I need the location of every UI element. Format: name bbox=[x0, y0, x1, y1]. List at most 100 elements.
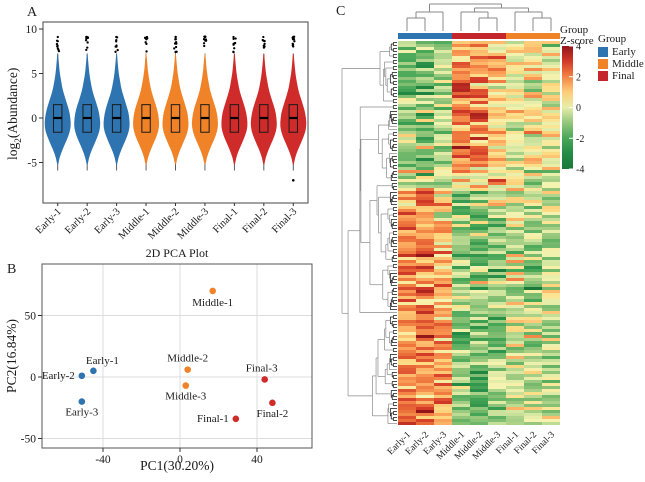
data-point bbox=[269, 399, 276, 407]
violin-early-3 bbox=[103, 35, 130, 171]
y-tick-label: -50 bbox=[21, 433, 37, 445]
colorbar-tick-label: 0 bbox=[576, 103, 581, 114]
x-tick-label: 0 bbox=[177, 454, 183, 466]
pca-point-middle-2: Middle-2 bbox=[167, 353, 208, 373]
point-label: Early-2 bbox=[42, 370, 75, 382]
outlier-dot bbox=[57, 48, 60, 51]
outlier-dot bbox=[262, 35, 265, 39]
data-point bbox=[232, 415, 240, 423]
legend-item-final: Final bbox=[598, 70, 644, 82]
outlier-dot bbox=[55, 39, 59, 42]
data-point bbox=[78, 398, 86, 405]
data-point bbox=[90, 367, 97, 375]
data-point bbox=[184, 366, 191, 373]
outlier-dot bbox=[202, 38, 206, 41]
outlier-dot bbox=[115, 40, 118, 43]
pca-point-early-3: Early-3 bbox=[65, 398, 99, 419]
outlier-dot bbox=[116, 48, 119, 52]
data-point bbox=[209, 287, 217, 295]
outlier-dot bbox=[55, 42, 59, 46]
outlier-dot bbox=[174, 45, 178, 49]
outlier-dot bbox=[232, 37, 235, 40]
outlier-dot bbox=[232, 43, 235, 46]
outlier-dot bbox=[85, 48, 88, 52]
outlier-dot bbox=[232, 35, 235, 39]
x-category-label: Early-2 bbox=[63, 206, 93, 236]
pca-x-axis-label: PC1(30.20%) bbox=[140, 458, 214, 473]
pca-plot-panel: -40 0 40 50 0 -50 Early-1 Early-2 Early-3 Middle-… bbox=[21, 263, 313, 466]
heatmap-panel: Early-1Early-2Early-3Middle-1Middle-2Mid… bbox=[341, 3, 584, 462]
violin-shape bbox=[221, 53, 248, 165]
point-label: Middle-2 bbox=[167, 353, 208, 365]
y-tick-label: 0 bbox=[30, 372, 36, 384]
outlier-dot bbox=[145, 50, 148, 53]
outlier-dot bbox=[145, 37, 148, 41]
outlier-dot bbox=[114, 50, 117, 53]
outlier-dot bbox=[293, 40, 296, 43]
point-label: Middle-1 bbox=[192, 297, 233, 309]
violin-early-2 bbox=[74, 35, 101, 171]
point-label: Final-1 bbox=[197, 413, 229, 425]
data-point bbox=[78, 372, 86, 380]
pca-point-final-3: Final-3 bbox=[246, 362, 278, 383]
outlier-dot bbox=[114, 45, 117, 48]
point-label: Final-3 bbox=[246, 362, 278, 374]
violin-final-3 bbox=[280, 35, 307, 171]
colorbar-tick-label: -4 bbox=[576, 165, 584, 176]
outlier-dot bbox=[174, 35, 177, 39]
point-label: Final-2 bbox=[257, 408, 289, 420]
early-swatch-icon bbox=[598, 47, 608, 57]
x-category-label: Final-3 bbox=[270, 206, 299, 235]
outlier-dot bbox=[86, 36, 90, 39]
outlier-dot bbox=[263, 39, 266, 43]
violin-middle-3 bbox=[191, 35, 218, 171]
point-label: Middle-3 bbox=[165, 391, 206, 403]
panel-b-letter: B bbox=[7, 262, 17, 277]
data-point bbox=[182, 382, 190, 389]
annotation-bar-label: Group bbox=[560, 24, 589, 36]
point-label: Early-1 bbox=[86, 355, 119, 367]
outlier-dot bbox=[145, 35, 149, 39]
panel-a-letter: A bbox=[27, 5, 38, 20]
violin-shape bbox=[44, 53, 71, 165]
outlier-dot bbox=[291, 43, 295, 46]
colorbar-tick-label: 2 bbox=[576, 72, 581, 83]
outlier-dot bbox=[263, 42, 266, 46]
outlier-dot bbox=[115, 35, 118, 39]
x-category-label: Final-1 bbox=[211, 206, 240, 235]
x-category-label: Middle-3 bbox=[176, 206, 211, 240]
heatmap-cells bbox=[398, 41, 560, 425]
row-dendrogram bbox=[341, 42, 397, 424]
outlier-dot bbox=[202, 42, 206, 45]
outlier-dot bbox=[84, 39, 88, 42]
pca-point-early-1: Early-1 bbox=[86, 355, 119, 375]
violin-middle-1 bbox=[133, 35, 160, 171]
x-tick-label: 40 bbox=[251, 454, 263, 466]
outlier-dot bbox=[262, 46, 266, 49]
outlier-dot bbox=[292, 35, 295, 39]
group-annotation-bar bbox=[398, 33, 560, 39]
outlier-dot bbox=[56, 35, 59, 39]
legend-item-early: Early bbox=[598, 46, 644, 58]
x-tick-label: -40 bbox=[95, 454, 111, 466]
legend-item-final-label: Final bbox=[612, 70, 635, 82]
pca-point-middle-1: Middle-1 bbox=[192, 287, 233, 309]
outlier-dot bbox=[145, 42, 148, 46]
outlier-dot bbox=[173, 47, 176, 50]
y-tick-label: 5 bbox=[31, 68, 37, 80]
data-point bbox=[261, 376, 269, 383]
outlier-dot bbox=[203, 35, 207, 39]
x-category-label: Final-2 bbox=[241, 206, 270, 235]
group-legend-title: Group bbox=[598, 33, 627, 45]
violin-early-1 bbox=[44, 35, 71, 171]
violin-middle-2 bbox=[162, 35, 189, 171]
pca-point-middle-3: Middle-3 bbox=[165, 382, 207, 403]
outlier-dot bbox=[173, 42, 177, 45]
y-tick-label: 0 bbox=[31, 113, 37, 125]
colorbar-label: Z-score bbox=[560, 35, 594, 47]
y-tick-label: -5 bbox=[27, 157, 37, 169]
colorbar-tick-label: -2 bbox=[576, 134, 584, 145]
outlier-dot bbox=[233, 47, 236, 50]
